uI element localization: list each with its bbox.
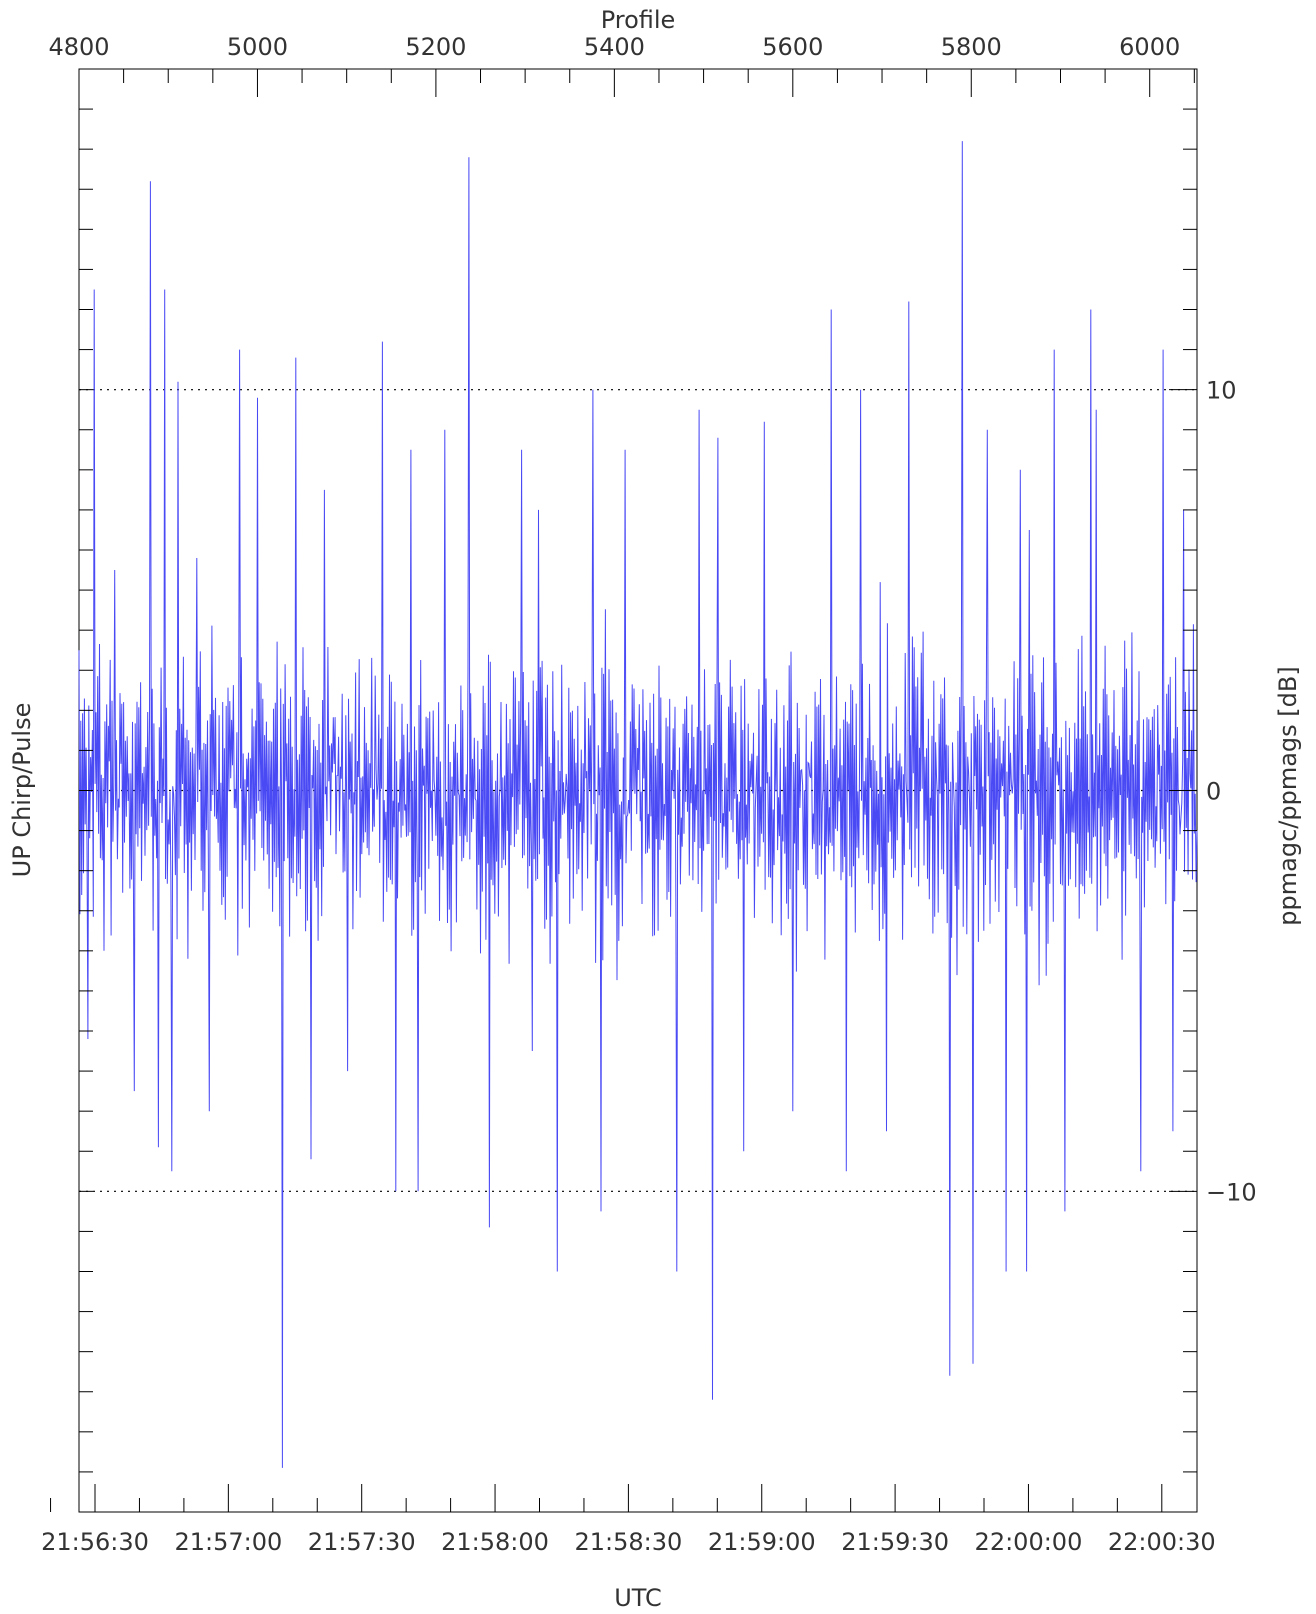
bottom-tick-label: 21:58:00 xyxy=(441,1528,549,1556)
bottom-tick-label: 21:57:30 xyxy=(308,1528,416,1556)
top-tick-label: 5200 xyxy=(405,33,466,61)
top-tick-label: 5000 xyxy=(227,33,288,61)
bottom-tick-label: 22:00:00 xyxy=(975,1528,1083,1556)
top-tick-label: 5400 xyxy=(584,33,645,61)
top-tick-label: 6000 xyxy=(1119,33,1180,61)
top-tick-label: 5800 xyxy=(941,33,1002,61)
bottom-tick-label: 21:59:30 xyxy=(841,1528,949,1556)
left-axis-label: UP Chirp/Pulse xyxy=(8,703,36,878)
right-tick-label: 0 xyxy=(1206,778,1221,806)
right-axis-label: ppmagc/ppmags [dB] xyxy=(1274,666,1302,925)
bottom-axis-label: UTC xyxy=(614,1584,662,1612)
bottom-tick-label: 21:56:30 xyxy=(41,1528,149,1556)
top-axis-label: Profile xyxy=(601,6,676,34)
bottom-tick-label: 21:59:00 xyxy=(708,1528,816,1556)
bottom-tick-label: 21:58:30 xyxy=(575,1528,683,1556)
bottom-tick-label: 21:57:00 xyxy=(174,1528,282,1556)
top-tick-label: 4800 xyxy=(48,33,109,61)
series-line xyxy=(78,141,1198,1468)
right-tick-label: −10 xyxy=(1206,1178,1257,1206)
top-tick-label: 5600 xyxy=(762,33,823,61)
right-tick-label: 10 xyxy=(1206,377,1237,405)
bottom-tick-label: 22:00:30 xyxy=(1108,1528,1216,1556)
